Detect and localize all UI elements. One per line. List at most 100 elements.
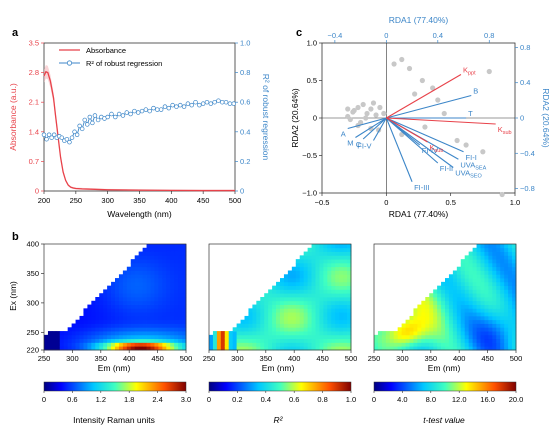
heatmap-intensity-cell bbox=[174, 259, 179, 264]
heatmap-intensity-cell bbox=[170, 331, 175, 336]
heatmap-ttest-cell bbox=[445, 285, 450, 290]
heatmap-r2-cell bbox=[248, 334, 253, 340]
heatmap-ttest-cell bbox=[492, 289, 497, 294]
heatmap-ttest-cell bbox=[488, 300, 493, 305]
heatmap-r2-cell bbox=[311, 262, 316, 268]
r2-point bbox=[41, 132, 47, 138]
heatmap-ttest-cell bbox=[496, 327, 501, 332]
heatmap-ttest-cell bbox=[425, 300, 430, 305]
heatmap-r2-cell bbox=[319, 315, 324, 321]
heatmap-ttest-cell bbox=[393, 342, 399, 347]
heatmap-intensity-cell bbox=[118, 289, 124, 294]
heatmap-r2-cell bbox=[343, 262, 348, 268]
heatmap-intensity-cell bbox=[91, 319, 96, 324]
heatmap-r2-cell bbox=[236, 331, 241, 336]
r2-point bbox=[90, 120, 95, 126]
heatmap-intensity-cell bbox=[158, 304, 163, 309]
heatmap-intensity-cell bbox=[87, 312, 92, 317]
heatmap-intensity-cell bbox=[150, 289, 155, 294]
heatmap-r2-cell bbox=[303, 259, 309, 264]
heatmap-intensity-cell bbox=[122, 312, 128, 317]
heatmap-r2-cell bbox=[303, 315, 309, 321]
heatmap-intensity-cell bbox=[142, 327, 147, 332]
heatmap-intensity-cell bbox=[170, 247, 175, 252]
heatmap-r2-cell bbox=[339, 259, 344, 264]
heatmap-ttest-cell bbox=[409, 319, 414, 324]
heatmap-intensity-cell bbox=[170, 342, 175, 347]
heatmap-intensity-cell bbox=[166, 247, 171, 252]
heatmap-ttest-cell bbox=[456, 304, 462, 309]
heatmap-ttest-cell bbox=[480, 255, 485, 260]
heatmap-r2-cell bbox=[331, 323, 336, 328]
heatmap-intensity-cell bbox=[162, 342, 167, 347]
heatmap-intensity-cell bbox=[150, 266, 155, 271]
heatmap-r2-cell bbox=[315, 247, 320, 252]
heatmap-ttest-cell bbox=[445, 297, 450, 302]
heatmap-intensity-cell bbox=[47, 342, 53, 347]
heatmap-ttest-cell bbox=[445, 293, 450, 298]
heatmap-r2-cell bbox=[252, 312, 257, 317]
heatmap-r2-cell bbox=[347, 285, 352, 290]
heatmap-intensity-cell bbox=[146, 281, 151, 287]
heatmap-intensity-cell bbox=[130, 312, 136, 317]
heatmap-intensity-cell bbox=[118, 312, 124, 317]
heatmap-intensity-cell bbox=[154, 319, 159, 324]
heatmap-ttest-cell bbox=[484, 285, 489, 290]
heatmap-r2-cell bbox=[331, 300, 336, 305]
heatmap-ttest-cell bbox=[472, 255, 477, 260]
heatmap-r2-cell bbox=[291, 285, 297, 290]
heatmap-r2-cell bbox=[315, 334, 320, 340]
heatmap-intensity-cell bbox=[103, 338, 108, 343]
x-tick-label-b: 400 bbox=[123, 354, 136, 363]
heatmap-ttest-cell bbox=[452, 312, 458, 317]
heatmap-r2-cell bbox=[244, 315, 249, 321]
heatmap-ttest-cell bbox=[456, 323, 462, 328]
legend-label-r2: R² of robust regression bbox=[86, 59, 162, 68]
heatmap-intensity-cell bbox=[134, 281, 140, 287]
heatmap-ttest-cell bbox=[456, 293, 462, 298]
heatmap-intensity-cell bbox=[134, 308, 140, 313]
heatmap-r2-cell bbox=[335, 319, 340, 324]
heatmap-ttest-cell bbox=[456, 312, 462, 317]
heatmap-intensity-cell bbox=[134, 315, 140, 321]
heatmap-intensity-cell bbox=[166, 244, 171, 249]
heatmap-intensity-cell bbox=[154, 346, 159, 351]
r2-point bbox=[193, 99, 198, 105]
heatmap-r2-cell bbox=[323, 327, 328, 332]
heatmap-ttest-cell bbox=[381, 342, 387, 347]
heatmap-intensity-cell bbox=[146, 289, 151, 294]
r2-point bbox=[147, 108, 152, 114]
heatmap-ttest-cell bbox=[512, 334, 517, 340]
heatmap-ttest-cell bbox=[460, 338, 466, 343]
heatmap-intensity-cell bbox=[87, 323, 92, 328]
heatmap-r2-cell bbox=[307, 285, 312, 290]
heatmap-ttest-cell bbox=[464, 331, 470, 336]
heatmap-ttest-cell bbox=[504, 331, 509, 336]
heatmap-intensity-cell bbox=[178, 270, 183, 275]
heatmap-intensity-cell bbox=[170, 338, 175, 343]
heatmap-ttest-cell bbox=[480, 270, 485, 275]
heatmap-r2-cell bbox=[276, 319, 281, 324]
r2-point bbox=[49, 135, 54, 140]
heatmap-r2-cell bbox=[331, 308, 336, 313]
r2-point bbox=[151, 105, 156, 111]
heatmap-r2-cell bbox=[347, 259, 352, 264]
heatmap-intensity-cell bbox=[150, 300, 155, 305]
heatmap-r2-cell bbox=[268, 327, 273, 332]
heatmap-r2-cell bbox=[311, 312, 316, 317]
heatmap-ttest-cell bbox=[484, 327, 489, 332]
site-point bbox=[381, 110, 387, 117]
heatmap-intensity-cell bbox=[79, 327, 84, 332]
heatmap-r2-cell bbox=[283, 334, 289, 340]
heatmap-intensity-cell bbox=[154, 323, 159, 328]
r2-point bbox=[64, 136, 70, 142]
heatmap-ttest-cell bbox=[508, 293, 513, 298]
r2-point bbox=[189, 102, 194, 108]
heatmap-r2-cell bbox=[331, 247, 336, 252]
heatmap-r2-cell bbox=[323, 274, 328, 279]
x-tick-label-bottom-c: 1.0 bbox=[510, 198, 520, 207]
heatmap-ttest-cell bbox=[484, 270, 489, 275]
heatmap-intensity-cell bbox=[146, 315, 151, 321]
heatmap-intensity-cell bbox=[146, 346, 151, 351]
heatmap-r2-cell bbox=[303, 338, 309, 343]
